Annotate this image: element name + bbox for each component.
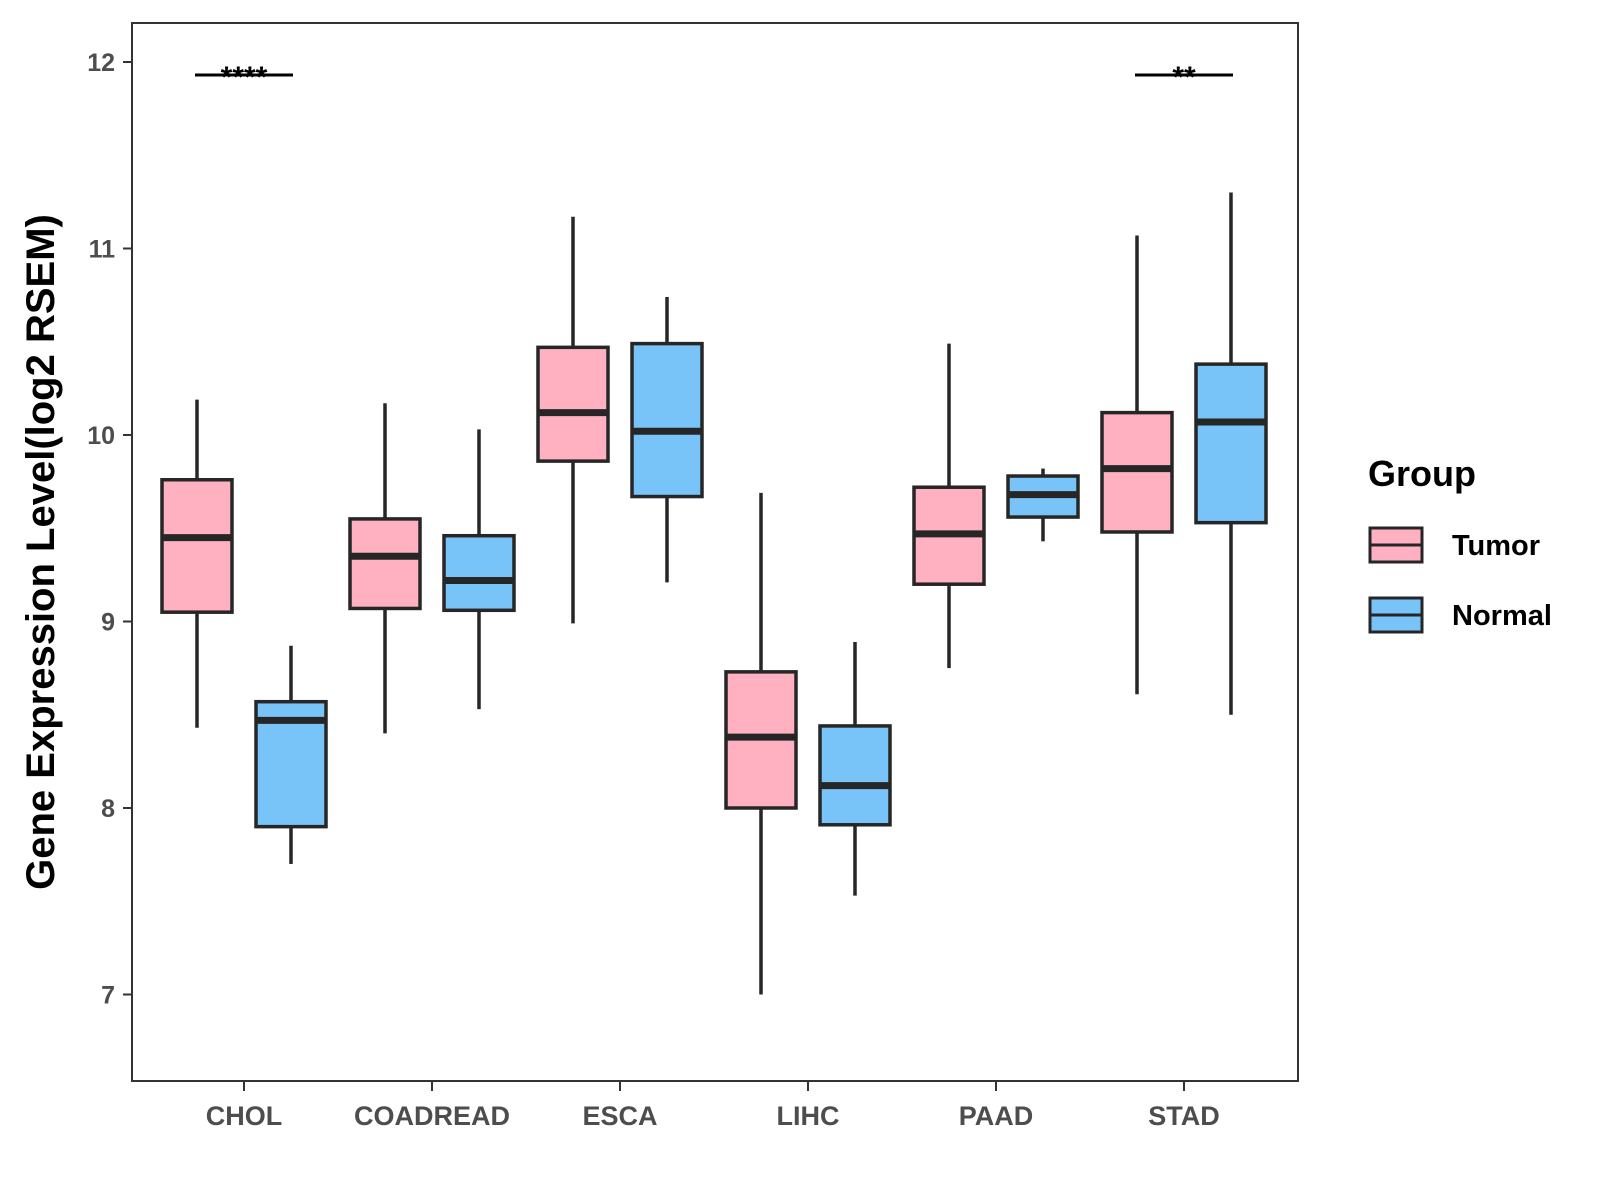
legend-label: Normal	[1452, 600, 1552, 632]
x-tick-label: STAD	[1148, 1101, 1220, 1131]
box-tumor-coadread	[348, 403, 422, 734]
box-normal-coadread	[442, 429, 516, 710]
iqr-box	[1100, 410, 1174, 534]
y-axis-title: Gene Expression Level(log2 RSEM)	[19, 214, 63, 890]
legend-item-normal: Normal	[1368, 596, 1552, 634]
box-tumor-esca	[536, 216, 610, 624]
legend: Group Tumor Normal	[1368, 453, 1552, 634]
x-tick-label: PAAD	[959, 1101, 1034, 1131]
y-tick-label: 9	[101, 609, 115, 637]
iqr-box	[160, 478, 234, 614]
box-normal-paad	[1006, 468, 1080, 542]
x-tick-label: COADREAD	[354, 1101, 510, 1131]
iqr-box	[348, 517, 422, 611]
legend-label: Tumor	[1452, 530, 1540, 562]
significance-label: **	[1172, 61, 1196, 94]
x-axis: CHOL COADREAD ESCA LIHC PAAD STAD	[206, 1081, 1220, 1131]
iqr-box	[442, 533, 516, 613]
x-tick-label: LIHC	[777, 1101, 840, 1131]
boxes-layer	[160, 192, 1268, 995]
box-tumor-lihc	[724, 492, 798, 995]
plot-panel	[131, 22, 1299, 1082]
y-tick-label: 11	[89, 236, 116, 264]
iqr-box	[536, 345, 610, 463]
legend-title: Group	[1368, 453, 1476, 494]
iqr-box	[1194, 362, 1268, 525]
box-tumor-paad	[912, 343, 986, 669]
y-tick-label: 8	[101, 795, 115, 823]
y-tick-label: 12	[87, 49, 115, 77]
box-tumor-stad	[1100, 235, 1174, 695]
box-tumor-chol	[160, 399, 234, 728]
legend-item-tumor: Tumor	[1368, 526, 1540, 564]
y-tick-label: 7	[101, 982, 115, 1010]
iqr-box	[630, 341, 704, 499]
significance-layer: **** **	[195, 61, 1233, 94]
box-normal-stad	[1194, 192, 1268, 715]
box-normal-lihc	[818, 642, 892, 896]
iqr-box	[818, 724, 892, 827]
box-normal-chol	[254, 645, 328, 864]
x-tick-label: ESCA	[582, 1101, 657, 1131]
box-normal-esca	[630, 296, 704, 583]
y-tick-label: 10	[87, 422, 115, 450]
significance-label: ****	[221, 61, 268, 94]
x-tick-label: CHOL	[206, 1101, 283, 1131]
y-axis: 7 8 9 10 11 12	[87, 49, 132, 1010]
